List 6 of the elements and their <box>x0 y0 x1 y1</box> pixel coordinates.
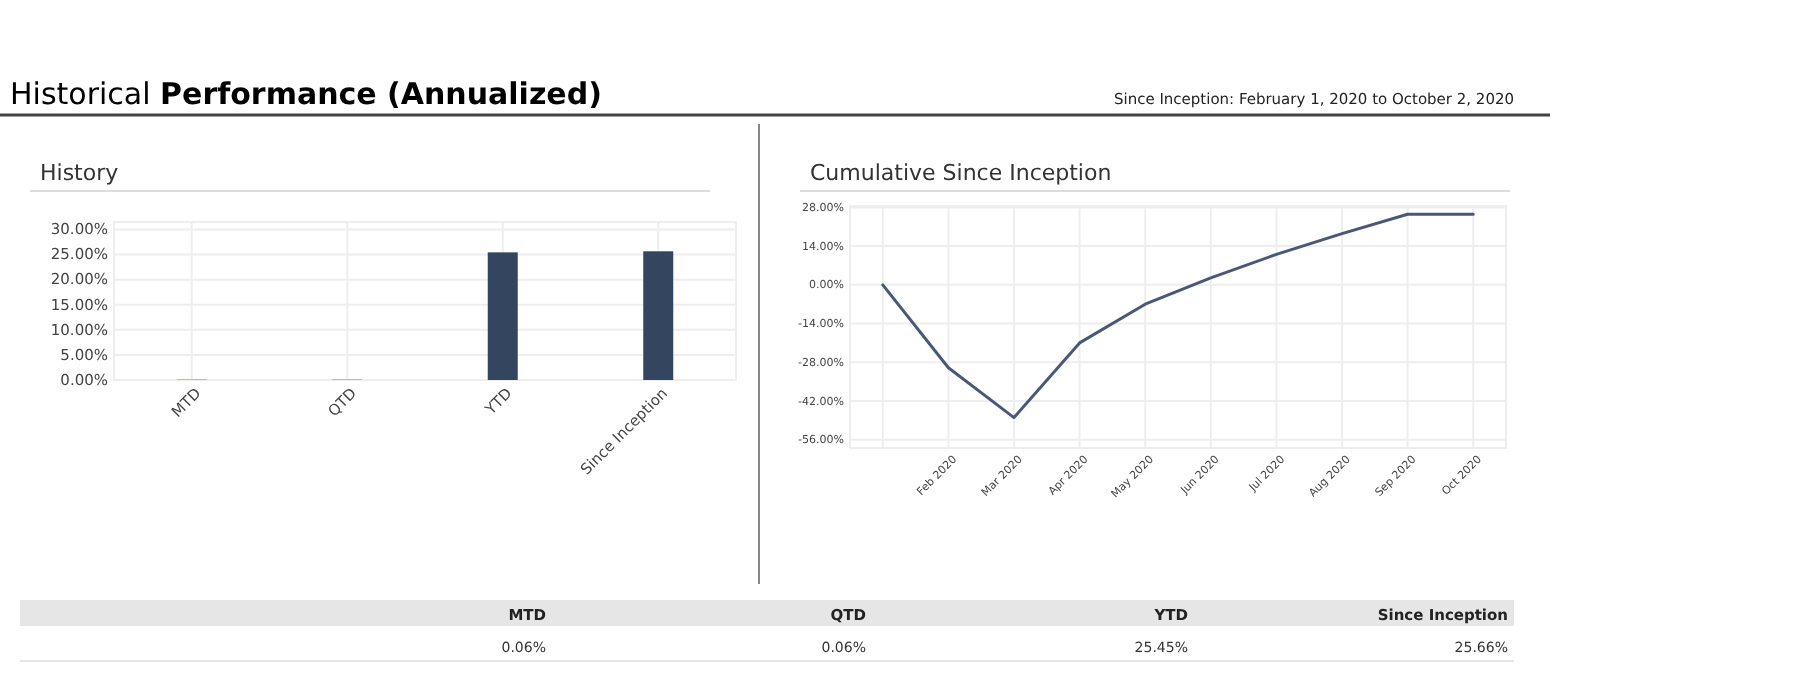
bar <box>487 252 518 380</box>
text: Historical Performance (Annualized) <box>10 76 602 112</box>
chart-title: History <box>40 160 120 186</box>
bar <box>643 251 674 380</box>
chart-title: Cumulative Since Inception <box>810 160 1112 186</box>
line-series <box>881 212 1475 420</box>
